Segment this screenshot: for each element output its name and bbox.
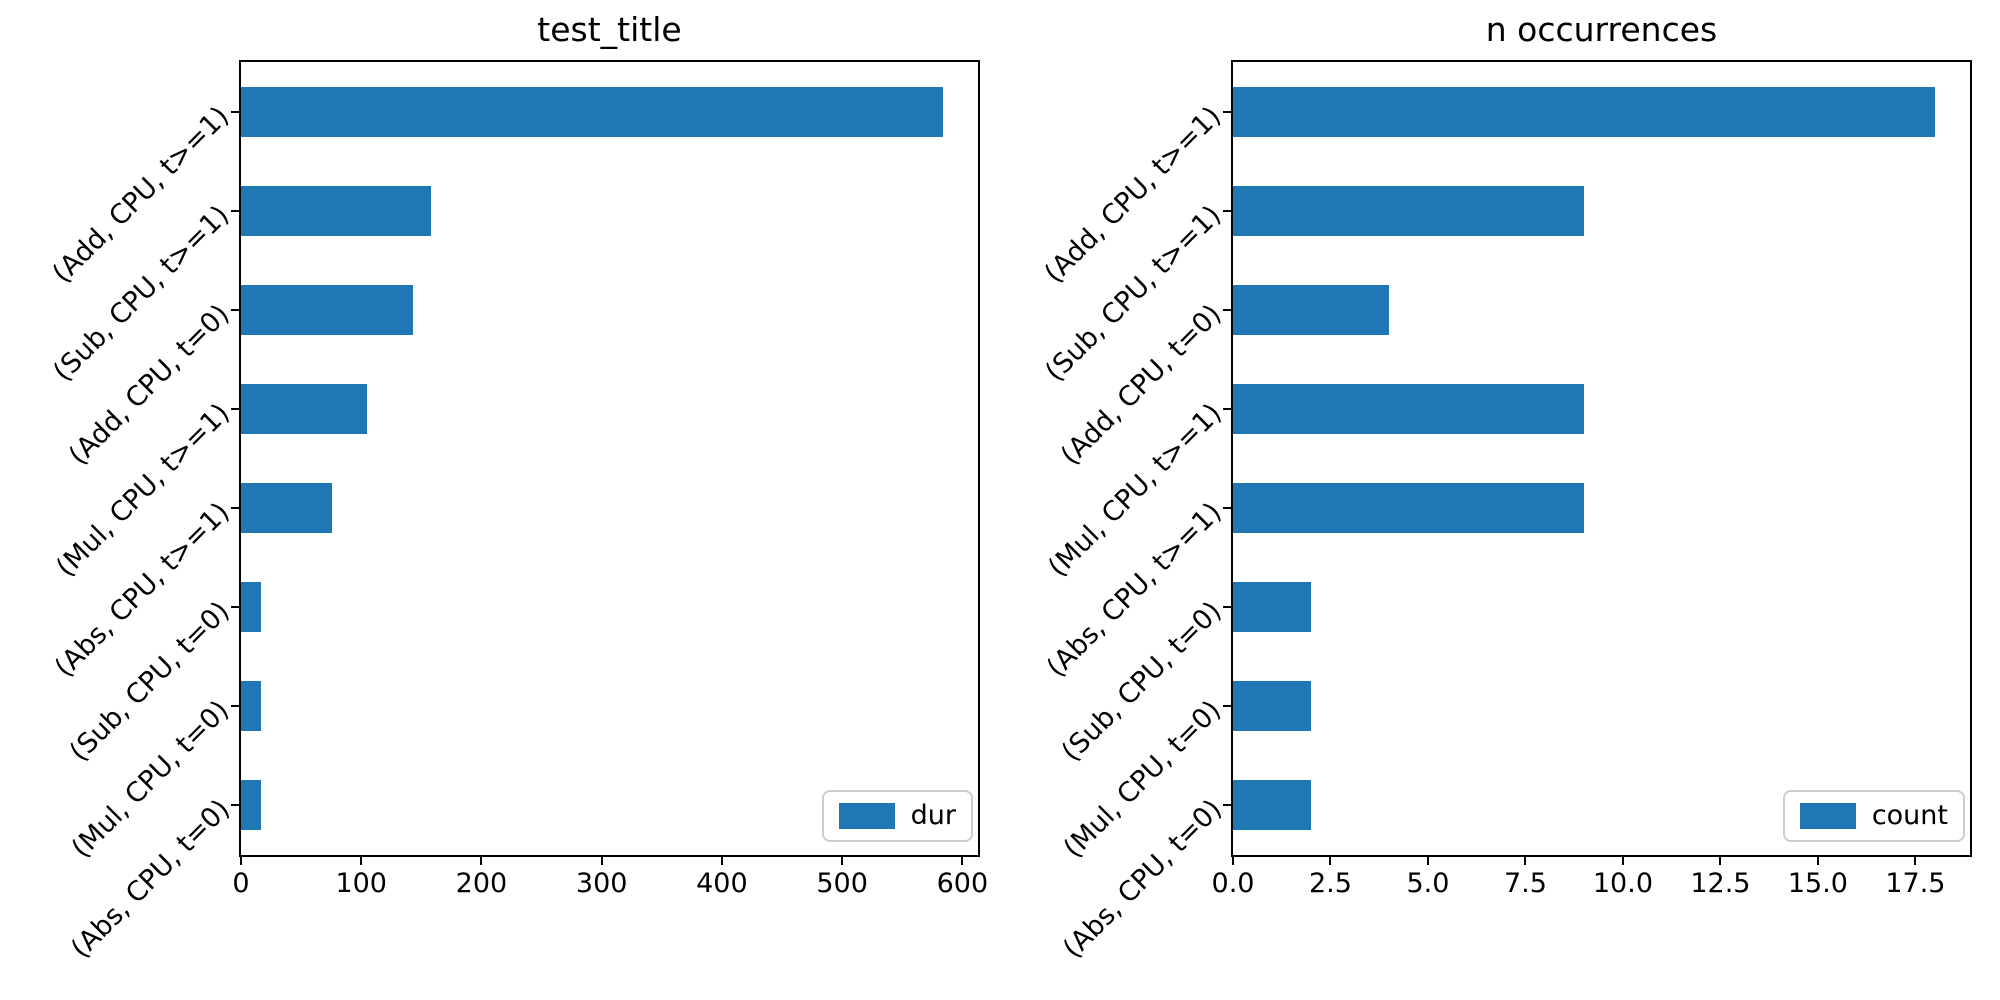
y-tick	[1223, 209, 1231, 212]
bar	[1233, 582, 1311, 633]
bar	[1233, 185, 1584, 236]
x-tick	[841, 857, 844, 865]
legend: count	[1782, 790, 1965, 842]
x-tick-label: 2.5	[1309, 868, 1352, 899]
x-tick-label: 7.5	[1503, 868, 1547, 899]
x-tick	[720, 857, 723, 865]
x-tick-label: 600	[936, 868, 989, 899]
y-tick	[1223, 110, 1231, 113]
bar	[241, 383, 367, 434]
y-tick	[1223, 308, 1231, 311]
x-tick-label: 17.5	[1885, 868, 1946, 899]
x-tick	[1621, 857, 1624, 865]
x-tick	[961, 857, 964, 865]
bar	[241, 284, 413, 335]
y-tick	[231, 407, 239, 410]
x-tick	[1719, 857, 1722, 865]
y-tick	[1223, 407, 1231, 410]
chart-title: n occurrences	[1485, 10, 1718, 49]
x-tick	[1329, 857, 1332, 865]
x-tick	[1232, 857, 1234, 865]
x-tick-label: 400	[696, 868, 748, 899]
y-tick	[1223, 606, 1231, 609]
x-tick	[1816, 857, 1819, 865]
bar	[1233, 780, 1311, 831]
x-tick	[600, 857, 603, 865]
legend-swatch-icon	[838, 803, 895, 829]
x-tick	[240, 857, 242, 865]
bar	[241, 483, 332, 534]
y-tick	[1223, 804, 1231, 807]
y-tick	[231, 705, 239, 708]
x-tick-label: 12.5	[1690, 868, 1751, 899]
plot-area: dur	[241, 62, 978, 855]
legend: dur	[821, 790, 973, 842]
x-tick	[480, 857, 483, 865]
legend-label: dur	[910, 800, 956, 831]
y-tick	[231, 110, 239, 113]
bar	[1233, 483, 1584, 534]
bar	[241, 780, 261, 831]
bar	[241, 185, 431, 236]
y-tick	[231, 308, 239, 311]
x-tick-label: 15.0	[1787, 868, 1848, 899]
legend-label: count	[1871, 800, 1948, 831]
legend-swatch-icon	[1799, 803, 1856, 829]
x-tick-label: 100	[335, 868, 387, 899]
x-tick-label: 500	[816, 868, 868, 899]
y-tick	[1223, 705, 1231, 708]
bar	[241, 86, 943, 137]
x-tick	[1914, 857, 1917, 865]
y-tick	[1223, 507, 1231, 510]
x-tick	[1524, 857, 1527, 865]
bar	[1233, 86, 1935, 137]
chart-title: test_title	[537, 10, 682, 49]
bar	[1233, 284, 1389, 335]
y-tick-label: (Sub, CPU, t>=1)	[1039, 199, 1228, 388]
y-tick-label: (Abs, CPU, t>=1)	[1040, 496, 1228, 684]
x-tick-label: 5.0	[1406, 868, 1450, 899]
x-tick-label: 300	[575, 868, 628, 899]
x-tick	[360, 857, 363, 865]
x-tick-label: 200	[455, 868, 508, 899]
y-tick-label: (Add, CPU, t>=1)	[1039, 100, 1228, 289]
x-tick	[1426, 857, 1429, 865]
bar	[241, 681, 261, 732]
y-tick-label: (Mul, CPU, t>=1)	[1042, 397, 1228, 584]
bar	[1233, 681, 1311, 732]
y-tick	[231, 606, 239, 609]
bar	[241, 582, 261, 633]
y-tick	[231, 209, 239, 212]
x-tick-label: 10.0	[1592, 868, 1653, 899]
y-tick	[231, 804, 239, 807]
bar	[1233, 383, 1584, 434]
plot-area: count	[1233, 62, 1970, 855]
x-tick-label: 0	[232, 868, 250, 899]
x-tick-label: 0.0	[1211, 868, 1255, 899]
y-tick	[231, 507, 239, 510]
